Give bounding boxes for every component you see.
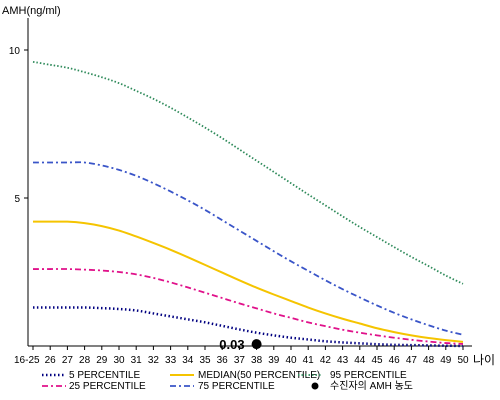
x-tick-label: 38 [251, 355, 263, 366]
x-tick-label: 16-25 [14, 355, 40, 366]
series-line-p5 [33, 306, 464, 348]
series-layer [32, 60, 464, 348]
y-tick-label: 10 [9, 46, 21, 57]
x-tick-label: 29 [96, 355, 108, 366]
series-line-p75 [32, 161, 464, 336]
x-tick-label: 40 [285, 355, 297, 366]
legend-label-p95: 95 PERCENTILE [330, 370, 407, 381]
x-tick-label: 49 [440, 355, 452, 366]
x-tick-label: 47 [406, 355, 418, 366]
legend-swatch-marker [311, 382, 319, 390]
x-tick-label: 36 [217, 355, 229, 366]
legend-label-p25: 25 PERCENTILE [69, 381, 146, 392]
x-tick-label: 48 [423, 355, 435, 366]
x-tick-label: 32 [148, 355, 160, 366]
x-tick-label: 31 [131, 355, 143, 366]
series-line-p25 [33, 268, 464, 345]
x-tick-label: 28 [79, 355, 91, 366]
x-tick-label: 35 [199, 355, 211, 366]
series-line-p50 [32, 220, 464, 343]
y-tick-label: 5 [14, 194, 20, 205]
legend-label-p5: 5 PERCENTILE [69, 370, 140, 381]
x-tick-label: 33 [165, 355, 177, 366]
x-tick-label: 45 [371, 355, 383, 366]
x-tick-label: 39 [268, 355, 280, 366]
x-tick-label: 27 [62, 355, 74, 366]
x-axis-unit-label: 나이 [473, 353, 495, 367]
x-tick-label: 37 [234, 355, 246, 366]
x-tick-label: 50 [457, 355, 469, 366]
patient-amh-marker [251, 339, 262, 350]
axis-ticks: 16-25 26 27 28 29 30 31 32 33 34 35 36 37 38 39 40 41 42 4… [9, 46, 469, 366]
series-line-p95 [32, 60, 464, 285]
marker-layer: 0.03 [219, 337, 262, 352]
legend-label-p75: 75 PERCENTILE [198, 381, 275, 392]
legend-label-p50: MEDIAN(50 PERCENTILE) [198, 370, 320, 381]
x-tick-label: 42 [320, 355, 332, 366]
legend-label-marker: 수진자의 AMH 농도 [330, 380, 413, 392]
x-tick-label: 34 [182, 355, 194, 366]
patient-amh-value-label: 0.03 [219, 337, 244, 352]
x-tick-label: 30 [113, 355, 125, 366]
x-tick-label: 26 [45, 355, 57, 366]
x-tick-label: 44 [354, 355, 366, 366]
x-tick-label: 41 [303, 355, 315, 366]
x-tick-label: 43 [337, 355, 349, 366]
y-axis-label: AMH(ng/ml) [2, 5, 61, 17]
x-tick-label: 46 [389, 355, 401, 366]
